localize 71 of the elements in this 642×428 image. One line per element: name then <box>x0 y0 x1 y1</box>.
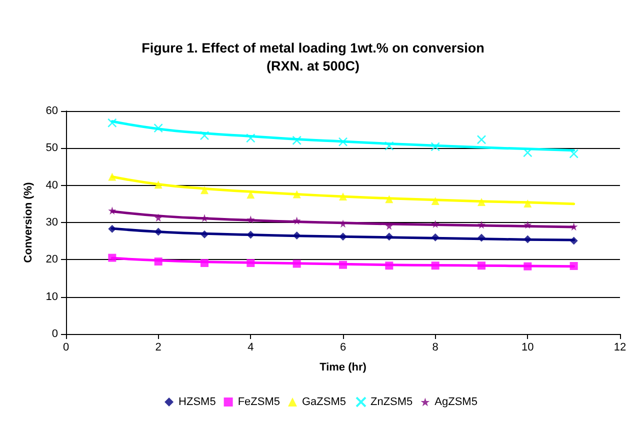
x-tick-label: 10 <box>522 342 534 354</box>
point <box>154 228 162 236</box>
y-tick-label: 20 <box>46 254 58 266</box>
x-tick-label: 0 <box>62 342 70 354</box>
point <box>246 216 255 224</box>
y-tick-label: 50 <box>46 142 58 154</box>
point <box>524 262 532 270</box>
point <box>524 220 532 229</box>
point <box>385 222 394 230</box>
point <box>431 196 440 205</box>
point <box>108 172 116 181</box>
point <box>292 260 301 268</box>
point <box>570 236 578 245</box>
point <box>478 198 486 206</box>
point <box>200 186 208 194</box>
point <box>292 232 301 240</box>
point <box>108 206 116 215</box>
point <box>200 130 210 140</box>
point <box>478 220 486 229</box>
point <box>338 137 348 146</box>
point <box>108 254 116 262</box>
point <box>384 141 394 151</box>
point <box>246 133 256 143</box>
point <box>154 180 162 189</box>
point <box>431 262 440 270</box>
legend-label: ZnZSM5 <box>370 396 413 408</box>
point <box>385 262 394 270</box>
y-tick-label: 30 <box>46 216 58 228</box>
point <box>154 123 163 133</box>
point <box>476 134 486 144</box>
y-axis-title: Conversion (%) <box>22 182 34 263</box>
point <box>154 258 162 266</box>
point <box>385 195 394 204</box>
legend-label: GaZSM5 <box>302 396 346 408</box>
point <box>570 262 578 270</box>
point <box>339 192 347 200</box>
point <box>246 230 255 239</box>
point <box>292 216 301 225</box>
point <box>431 233 440 242</box>
legend-label: FeZSM5 <box>238 396 280 408</box>
x-axis-title: Time (hr) <box>320 362 367 374</box>
x-tick-label: 12 <box>614 342 626 354</box>
point <box>431 220 440 228</box>
y-tick-label: 10 <box>46 290 58 303</box>
x-tick-label: 4 <box>248 342 254 354</box>
point <box>524 200 532 208</box>
point <box>292 190 301 198</box>
point <box>569 149 578 158</box>
point <box>524 235 532 244</box>
point <box>478 262 486 270</box>
point <box>200 259 208 268</box>
point <box>200 230 208 238</box>
chart-title: Figure 1. Effect of metal loading 1wt.% on conversion (RXN. at 500C) <box>142 40 484 74</box>
x-tick-label: 2 <box>155 342 162 354</box>
y-tick-label: 0 <box>52 328 58 340</box>
point <box>154 214 162 222</box>
point <box>478 234 486 242</box>
legend-label: HZSM5 <box>178 396 216 408</box>
point <box>339 232 347 241</box>
point <box>292 136 302 146</box>
y-tick-label: 40 <box>46 179 58 192</box>
point <box>246 259 255 268</box>
point <box>385 232 394 241</box>
point <box>430 142 440 152</box>
legend-label: AgZSM5 <box>434 396 478 408</box>
x-tick-label: 6 <box>340 342 346 354</box>
point <box>570 222 578 231</box>
point <box>339 260 347 269</box>
y-tick-label: 60 <box>46 105 58 117</box>
x-tick-label: 8 <box>432 342 438 354</box>
point <box>108 118 117 128</box>
